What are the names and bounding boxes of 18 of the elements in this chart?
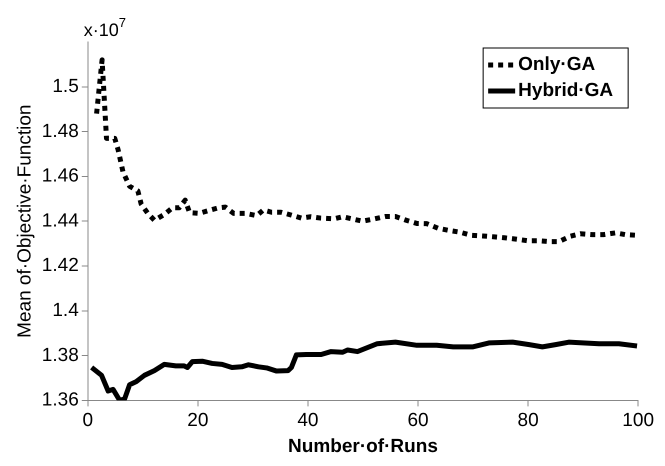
x-tick-label: 0 [82,410,94,432]
x-tick-label: 80 [518,410,539,432]
x-tick-label: 20 [187,410,208,432]
y-axis-title: Mean of·Objective·Function [14,104,36,338]
y-tick-label: 1.4 [52,300,80,322]
y-tick-label: 1.42 [42,255,79,276]
x-axis-title: Number·of·Runs [288,436,438,457]
y-tick-label: 1.5 [52,76,79,98]
legend-label: Hybrid·GA [518,80,614,102]
x-tick-label: 100 [622,410,654,432]
x-tick-label: 40 [297,410,318,432]
y-tick-label: 1.36 [42,390,79,411]
y-tick-label: 1.48 [42,120,79,142]
x-tick-label: 60 [407,410,429,432]
y-tick-label: 1.44 [42,210,80,232]
y-tick-label: 1.38 [42,344,79,366]
y-tick-label: 1.46 [42,166,79,187]
legend-label: Only·GA [518,54,596,76]
